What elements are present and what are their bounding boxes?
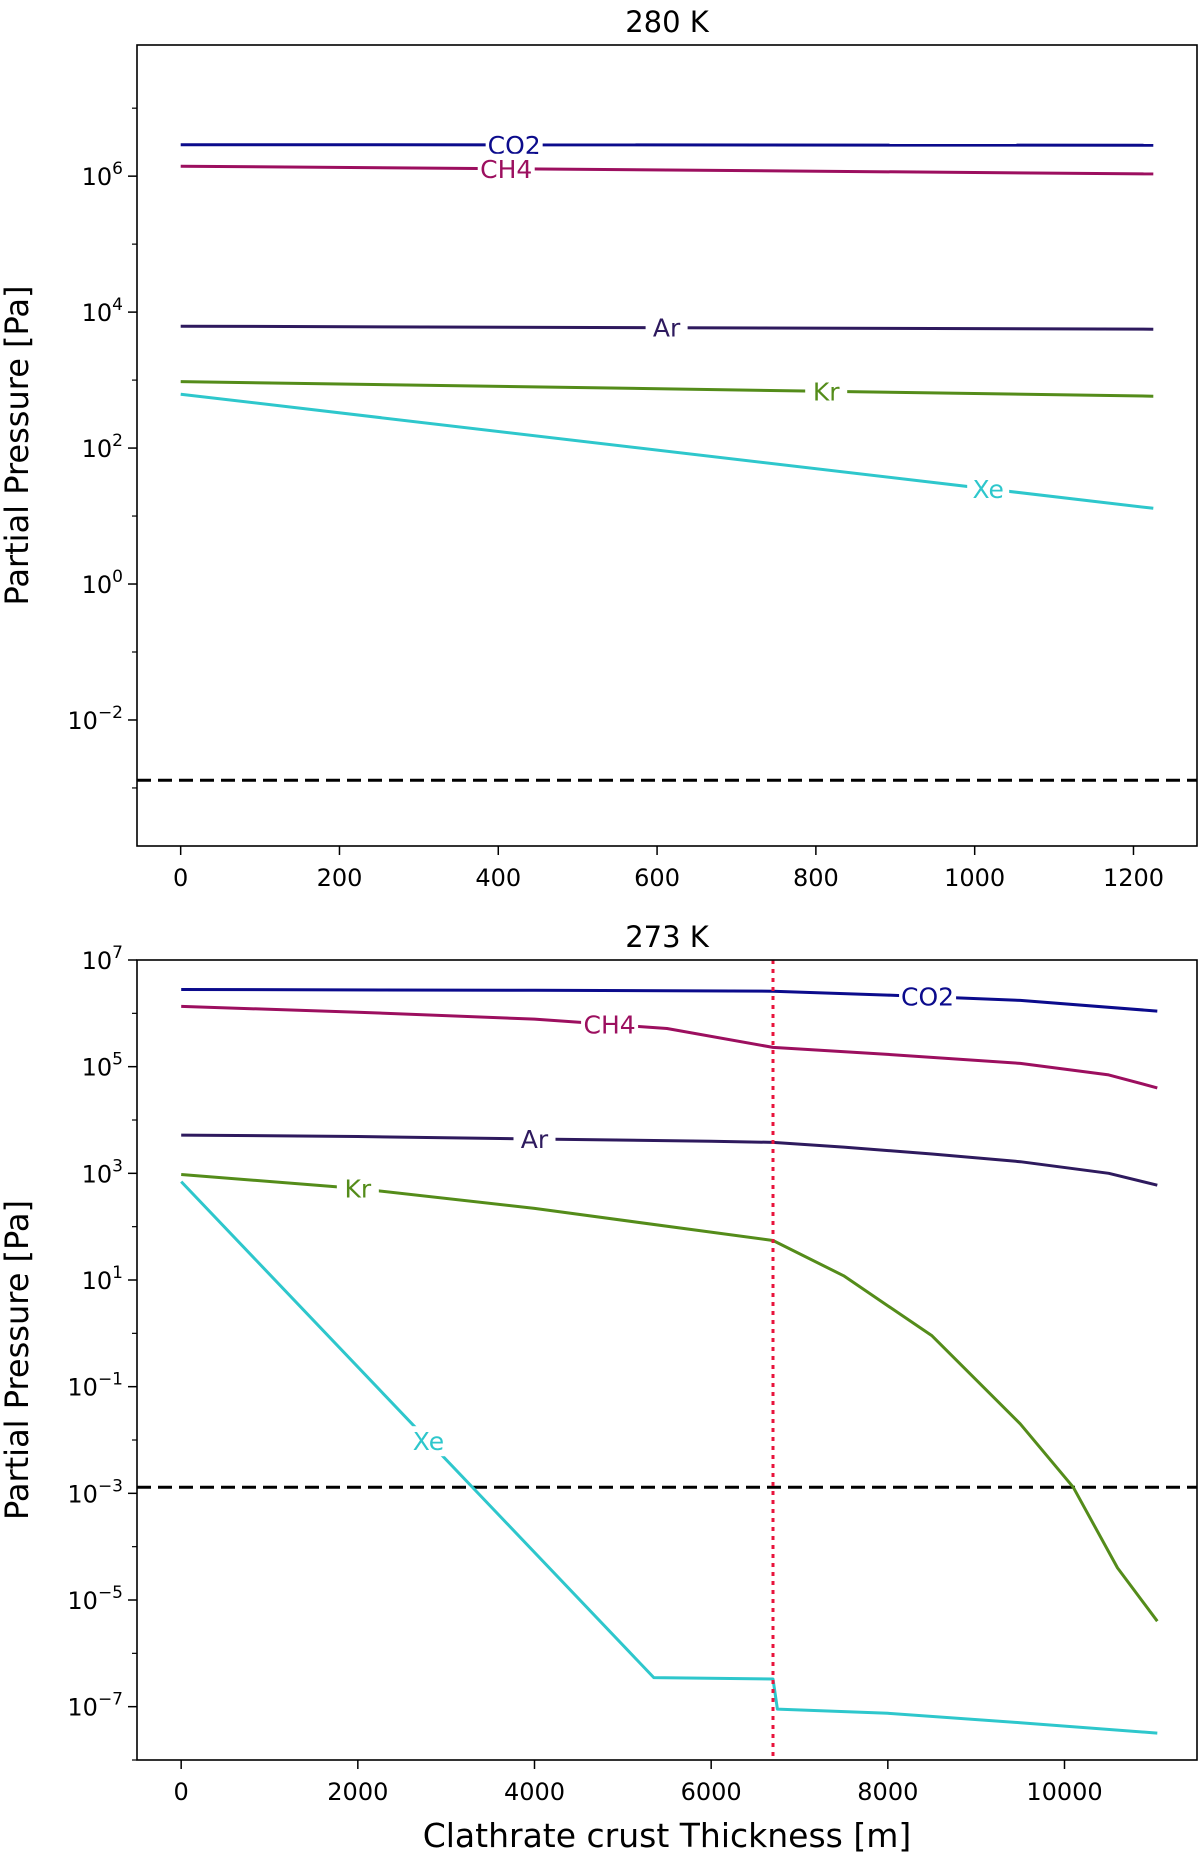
series-label-gap (407, 1426, 450, 1457)
x-tick-label: 0 (174, 1778, 189, 1806)
series-line-co2 (181, 988, 1158, 1013)
series-line-ar (181, 1133, 1158, 1187)
y-tick-label: 10−7 (67, 1690, 123, 1722)
y-tick-base: 10 (67, 1694, 98, 1722)
y-tick-label: 103 (82, 1156, 123, 1188)
y-tick-label: 10−5 (67, 1583, 123, 1615)
y-tick-base: 10 (67, 1587, 98, 1615)
bottom-panel-273k: 273 K Partial Pressure [Pa] Clathrate cr… (0, 920, 1198, 1855)
y-tick-label: 106 (82, 159, 123, 191)
series-line-ch4 (180, 164, 1154, 176)
series-label-gap (805, 376, 848, 407)
x-tick-label: 600 (634, 864, 680, 892)
y-tick-exponent: 0 (112, 567, 123, 587)
y-tick-exponent: 6 (112, 159, 123, 179)
x-tick-label: 800 (793, 864, 839, 892)
series-line-co2 (180, 143, 1154, 147)
chart-title: 280 K (625, 5, 710, 39)
y-tick-exponent: 1 (112, 1263, 123, 1283)
series-label-gap (645, 312, 688, 343)
y-tick-base: 10 (82, 1267, 113, 1295)
series-line-kr (181, 1173, 1159, 1623)
chart-title: 273 K (625, 920, 710, 954)
x-tick-label: 2000 (327, 1778, 388, 1806)
series-label-gap (336, 1173, 379, 1204)
y-tick-base: 10 (82, 299, 113, 327)
x-axis-label: Clathrate crust Thickness [m] (423, 1816, 912, 1855)
x-tick-label: 10000 (1026, 1778, 1102, 1806)
y-tick-exponent: 5 (112, 1050, 123, 1070)
x-tick-label: 1000 (944, 864, 1005, 892)
y-axis-label: Partial Pressure [Pa] (0, 286, 36, 606)
y-tick-exponent: 4 (112, 295, 123, 315)
series-label-gap (581, 1009, 639, 1040)
y-tick-base: 10 (82, 947, 113, 975)
x-tick-label: 1200 (1103, 864, 1164, 892)
series-label-gap (899, 981, 957, 1012)
series-label-ch4: CH4 (583, 1010, 635, 1039)
x-tick-label: 400 (475, 864, 521, 892)
x-tick-label: 4000 (504, 1778, 565, 1806)
top-panel-280k: 280 K Partial Pressure [Pa] 10−210010210… (0, 5, 1198, 892)
series-label-kr: Kr (344, 1174, 371, 1203)
series-label-gap (967, 473, 1010, 504)
series-line-ch4 (181, 1004, 1158, 1090)
y-axis-label: Partial Pressure [Pa] (0, 1200, 36, 1520)
y-tick-exponent: −5 (98, 1583, 123, 1603)
y-tick-label: 102 (82, 431, 123, 463)
y-tick-base: 10 (82, 571, 113, 599)
series-label-ch4: CH4 (480, 155, 532, 184)
series-label-co2: CO2 (901, 983, 954, 1012)
x-tick-label: 6000 (681, 1778, 742, 1806)
series-label-kr: Kr (813, 377, 840, 406)
series-label-xe: Xe (413, 1427, 444, 1456)
y-tick-label: 10−2 (67, 703, 123, 735)
y-tick-exponent: −2 (98, 703, 123, 723)
series-line-kr (180, 380, 1154, 398)
plot-frame (136, 959, 1198, 1761)
y-tick-label: 10−1 (67, 1370, 123, 1402)
y-tick-exponent: 2 (112, 431, 123, 451)
y-tick-exponent: 7 (112, 943, 123, 963)
y-tick-base: 10 (82, 163, 113, 191)
y-tick-base: 10 (82, 435, 113, 463)
y-tick-exponent: 3 (112, 1156, 123, 1176)
plot-frame (136, 44, 1198, 847)
y-tick-label: 100 (82, 567, 123, 599)
x-tick-label: 0 (173, 864, 188, 892)
y-tick-label: 104 (82, 295, 123, 327)
y-tick-label: 105 (82, 1050, 123, 1082)
y-tick-base: 10 (67, 707, 98, 735)
y-tick-exponent: −1 (98, 1370, 123, 1390)
series-label-gap (477, 153, 535, 184)
series-line-xe (180, 1180, 1158, 1735)
series-label-ar: Ar (521, 1125, 549, 1154)
y-tick-label: 101 (82, 1263, 123, 1295)
y-tick-exponent: −7 (98, 1690, 123, 1710)
y-tick-exponent: −3 (98, 1476, 123, 1496)
plot-area (137, 143, 1197, 782)
series-label-gap (513, 1124, 556, 1155)
x-tick-label: 8000 (857, 1778, 918, 1806)
y-tick-base: 10 (67, 1374, 98, 1402)
x-tick-label: 200 (317, 864, 363, 892)
y-tick-label: 107 (82, 943, 123, 975)
series-label-ar: Ar (653, 314, 681, 343)
y-tick-base: 10 (82, 1054, 113, 1082)
y-tick-base: 10 (67, 1480, 98, 1508)
plot-area (137, 988, 1197, 1735)
y-tick-label: 10−3 (67, 1476, 123, 1508)
series-label-xe: Xe (972, 475, 1003, 504)
y-tick-base: 10 (82, 1160, 113, 1188)
